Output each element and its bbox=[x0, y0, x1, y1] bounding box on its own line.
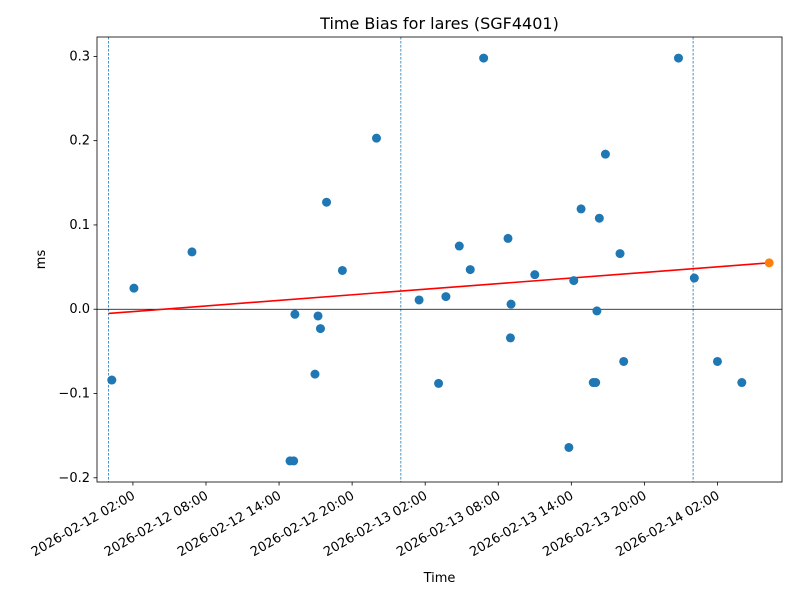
data-point bbox=[569, 276, 579, 286]
data-point bbox=[592, 306, 602, 316]
fit-line bbox=[108, 262, 770, 315]
data-point bbox=[479, 53, 489, 63]
data-point bbox=[129, 283, 139, 293]
y-tick-label: 0.0 bbox=[69, 302, 90, 317]
data-point bbox=[689, 273, 699, 283]
data-point bbox=[322, 197, 332, 207]
y-axis-label: ms bbox=[34, 250, 49, 270]
data-point bbox=[310, 369, 320, 379]
data-point bbox=[315, 324, 325, 334]
data-point bbox=[591, 378, 601, 388]
data-point bbox=[465, 265, 475, 275]
y-tick-label: 0.1 bbox=[69, 218, 90, 233]
data-point bbox=[615, 249, 625, 259]
data-point bbox=[290, 309, 300, 319]
data-point bbox=[454, 241, 464, 251]
data-point bbox=[712, 356, 722, 366]
data-point bbox=[503, 233, 513, 243]
data-point bbox=[289, 456, 299, 466]
data-point bbox=[564, 442, 574, 452]
y-tick-label: −0.1 bbox=[58, 387, 90, 402]
data-point bbox=[434, 378, 444, 388]
data-point bbox=[414, 295, 424, 305]
data-point bbox=[594, 213, 604, 223]
data-point bbox=[187, 247, 197, 257]
latest-data-point bbox=[764, 258, 774, 268]
data-point bbox=[371, 133, 381, 143]
data-point bbox=[505, 333, 515, 343]
axes-frame bbox=[96, 36, 783, 483]
data-point bbox=[673, 53, 683, 63]
data-point bbox=[337, 265, 347, 275]
data-point bbox=[506, 299, 516, 309]
x-axis-label: Time bbox=[423, 571, 456, 586]
data-point bbox=[619, 356, 629, 366]
y-tick-label: 0.2 bbox=[69, 134, 90, 149]
data-point bbox=[107, 375, 117, 385]
data-point bbox=[313, 311, 323, 321]
y-tick-label: 0.3 bbox=[69, 49, 90, 64]
data-point bbox=[441, 292, 451, 302]
y-tick-label: −0.2 bbox=[58, 471, 90, 486]
data-point bbox=[600, 149, 610, 159]
data-point bbox=[576, 204, 586, 214]
chart-title: Time Bias for lares (SGF4401) bbox=[319, 14, 559, 33]
data-point bbox=[737, 378, 747, 388]
data-point bbox=[530, 270, 540, 280]
